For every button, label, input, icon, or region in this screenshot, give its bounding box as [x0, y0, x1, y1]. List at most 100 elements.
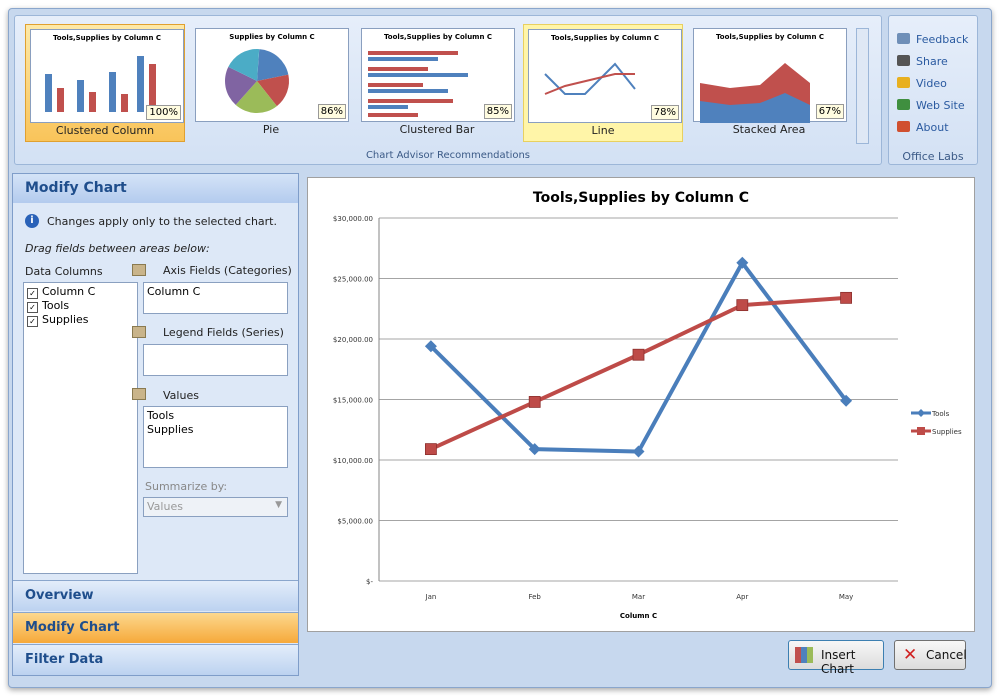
data-point: [632, 445, 645, 458]
thumbnail[interactable]: Tools,Supplies by Column C 85% Clustered B…: [357, 24, 517, 142]
y-tick-label: $20,000.00: [333, 336, 373, 344]
list-item[interactable]: Supplies: [147, 423, 284, 437]
thumbnail-title: Tools,Supplies by Column C: [550, 34, 660, 42]
data-columns[interactable]: ✓ Column C ✓ Tools ✓ Supplies: [23, 282, 138, 574]
nav-item[interactable]: Filter Data: [13, 644, 298, 675]
hint: Drag fields between areas below:: [25, 242, 210, 255]
lab-link[interactable]: Share: [897, 55, 948, 68]
mini-bar: [368, 73, 468, 77]
item-text: Tools: [42, 299, 70, 312]
mini-line: [544, 62, 636, 95]
mini-bar: [368, 113, 418, 117]
thumbnail-score: 78%: [650, 105, 679, 120]
thumbnail-score: 86%: [317, 104, 346, 119]
mini-slice: [257, 49, 289, 81]
mini-bar: [57, 88, 64, 112]
thumbnail-title: Tools,Supplies by Column C: [383, 33, 493, 41]
x-tick-label: Feb: [528, 593, 541, 601]
lab-icon: [897, 99, 910, 110]
summarize-select[interactable]: Values ▼: [143, 497, 288, 517]
legend-fields[interactable]: [143, 344, 288, 376]
legend-fields-label: Legend Fields (Series): [163, 326, 284, 339]
item-text: Supplies: [147, 423, 194, 436]
mini-line: [544, 73, 635, 95]
field-icon: [132, 326, 146, 338]
lab-link[interactable]: About: [897, 121, 949, 134]
legend-marker: [917, 427, 925, 435]
legend-marker: [917, 409, 925, 417]
mini-bar: [149, 64, 156, 112]
list-item[interactable]: Tools: [147, 409, 284, 423]
mini-bar: [368, 83, 423, 87]
thumbnail[interactable]: Tools,Supplies by Column C 78% Line: [523, 24, 683, 142]
list-item[interactable]: ✓ Column C: [27, 285, 134, 299]
lab-text: Share: [916, 55, 948, 68]
labs-label: Office Labs: [902, 150, 964, 163]
thumbnail[interactable]: Tools,Supplies by Column C 100% Clustered …: [25, 24, 185, 142]
data-columns-label: Data Columns: [25, 265, 103, 278]
thumbnail-image: Supplies by Column C 86%: [195, 28, 349, 122]
button[interactable]: Insert Chart: [788, 640, 884, 676]
axis-fields[interactable]: Column C: [143, 282, 288, 314]
list-item[interactable]: ✓ Tools: [27, 299, 134, 313]
thumbnail-label: Clustered Column: [55, 124, 155, 137]
checkbox[interactable]: ✓: [27, 288, 38, 299]
field-icon: [132, 388, 146, 400]
checkbox[interactable]: ✓: [27, 316, 38, 327]
data-point: [528, 396, 541, 408]
mini-bar: [368, 67, 428, 71]
values-fields[interactable]: Tools Supplies: [143, 406, 288, 468]
legend-label: Tools: [931, 410, 950, 418]
thumbnail[interactable]: Tools,Supplies by Column C 67% Stacked Are…: [689, 24, 849, 142]
y-tick-label: $10,000.00: [333, 457, 373, 465]
checkbox[interactable]: ✓: [27, 302, 38, 313]
thumbnail-title: Tools,Supplies by Column C: [52, 34, 162, 42]
mini-bar: [368, 99, 453, 103]
thumbnail[interactable]: Supplies by Column C 86% Pie: [191, 24, 351, 142]
lab-icon: [897, 55, 910, 66]
mini-slice: [228, 49, 260, 81]
thumbnail-score: 85%: [483, 104, 512, 119]
thumbnail-score: 67%: [815, 104, 844, 119]
thumbnail-chart: [225, 49, 289, 113]
lab-text: Video: [916, 77, 947, 90]
nav-item[interactable]: Overview: [13, 580, 298, 611]
y-tick-label: $15,000.00: [333, 397, 373, 405]
data-point: [736, 256, 749, 269]
lab-link[interactable]: Feedback: [897, 33, 968, 46]
x-axis-title: Column C: [620, 612, 657, 620]
info-text: Changes apply only to the selected chart…: [47, 215, 277, 228]
lab-text: Web Site: [916, 99, 965, 112]
button-icon: ✕: [903, 645, 918, 665]
lab-link[interactable]: Web Site: [897, 99, 965, 112]
thumbnail-image: Tools,Supplies by Column C 67%: [693, 28, 847, 123]
legend-label: Supplies: [932, 428, 962, 436]
info-icon: i: [25, 214, 39, 228]
mini-slice: [225, 66, 257, 105]
mini-area: [700, 93, 810, 123]
mini-bar: [109, 72, 116, 112]
axis-fields-label: Axis Fields (Categories): [163, 264, 292, 277]
side-panel: Modify Chart i Changes apply only to the…: [12, 173, 299, 676]
button[interactable]: ✕ Cancel: [894, 640, 967, 670]
nav-item[interactable]: Modify Chart: [13, 612, 298, 643]
group-label: Chart Advisor Recommendations: [365, 150, 531, 161]
data-point: [840, 291, 852, 304]
x-tick-label: Jan: [425, 593, 437, 601]
thumbnail-image: Tools,Supplies by Column C 78%: [528, 29, 682, 123]
lab-link[interactable]: Video: [897, 77, 947, 90]
thumbnail-score: 100%: [146, 105, 181, 120]
thumbnail-chart: [544, 62, 636, 95]
mini-bar: [368, 89, 448, 93]
data-point: [528, 443, 541, 456]
list-item[interactable]: Column C: [147, 285, 284, 299]
list-item[interactable]: ✓ Supplies: [27, 313, 134, 327]
chart: Tools,Supplies by Column C $- $5,000.00 $10…: [333, 190, 962, 620]
mini-bar: [45, 74, 52, 112]
scroll-bar[interactable]: [856, 28, 869, 144]
data-point: [424, 340, 437, 353]
mini-bar: [368, 57, 438, 61]
thumbnail-title: Tools,Supplies by Column C: [715, 33, 825, 41]
button-text: Insert Chart: [821, 648, 856, 676]
